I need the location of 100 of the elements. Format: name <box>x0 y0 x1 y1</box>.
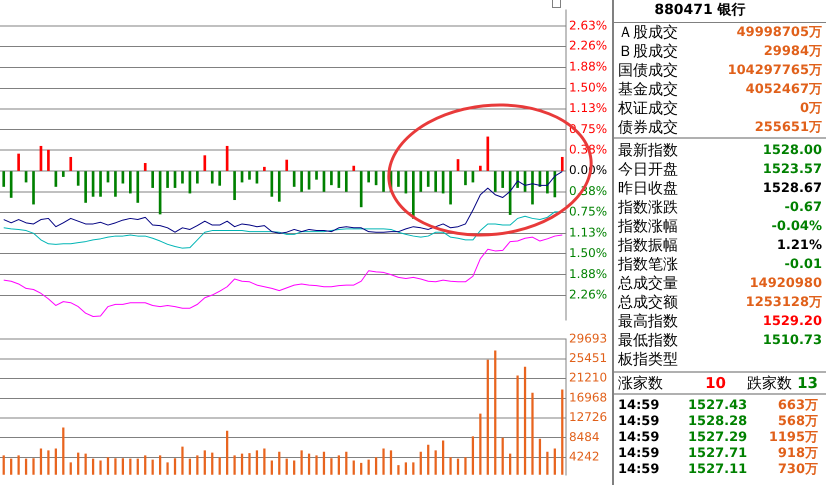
bar <box>24 171 28 182</box>
bar <box>374 171 378 186</box>
bar <box>426 171 430 187</box>
bar <box>449 171 452 204</box>
category-label: 债券成交 <box>618 118 678 137</box>
category-label: 总成交量 <box>618 274 678 293</box>
y-tick-label: 2.26% <box>569 38 608 53</box>
text: 跌家数 <box>746 373 792 393</box>
text: 29984万 <box>764 44 822 59</box>
bar <box>256 171 258 184</box>
bar <box>188 171 192 194</box>
bar <box>40 146 42 171</box>
bar <box>92 171 94 197</box>
text: 1523.57 <box>762 162 822 177</box>
text: 1527.71 <box>688 446 748 462</box>
bar <box>508 171 512 215</box>
text: 730万 <box>776 462 818 478</box>
y-tick-label: 2.26% <box>569 288 608 302</box>
bar <box>472 171 474 182</box>
text: 14:59 <box>618 446 660 462</box>
bar <box>69 156 72 171</box>
y-tick-label: 1.13% <box>569 225 608 240</box>
text: 1.21% <box>776 238 822 253</box>
bar <box>226 146 228 171</box>
y-tick-label: 12726 <box>569 410 608 424</box>
category-label: 国债成交 <box>618 61 678 80</box>
category-label: 指数涨跌 <box>618 198 678 217</box>
text: 14:59 <box>618 462 660 478</box>
category-label: 今日开盘 <box>618 160 678 179</box>
bar <box>233 171 236 200</box>
bar <box>122 171 124 184</box>
bar <box>285 160 288 171</box>
bar <box>166 171 169 188</box>
bar <box>479 166 482 171</box>
bar <box>270 171 274 197</box>
bar <box>352 166 356 171</box>
bar <box>486 136 490 171</box>
y-tick-label: 29693 <box>569 331 608 346</box>
y-tick-label: 25451 <box>569 351 608 366</box>
bar <box>203 155 206 171</box>
bar <box>2 171 6 187</box>
category-label: 最新指数 <box>618 141 678 160</box>
text: 663万 <box>776 398 818 414</box>
bar <box>322 171 326 192</box>
text: 1527.29 <box>688 430 748 446</box>
category-label: 基金成交 <box>618 80 678 99</box>
bar <box>196 171 199 184</box>
bar <box>174 171 176 188</box>
bar <box>136 171 140 203</box>
y-tick-label: 1.13% <box>569 100 608 115</box>
bar <box>263 166 266 171</box>
y-tick-label: 1.50% <box>569 246 608 260</box>
category-label: 最低指数 <box>618 331 678 350</box>
bar <box>62 171 65 177</box>
text: 13 <box>796 373 818 393</box>
bar <box>158 171 162 214</box>
text: 1253128万 <box>746 295 822 310</box>
bar <box>76 171 80 186</box>
text: 1527.11 <box>688 462 748 478</box>
bar <box>47 150 50 171</box>
bar <box>292 171 296 187</box>
bar <box>308 171 310 190</box>
bar <box>330 171 333 186</box>
bar <box>300 171 303 192</box>
bar <box>419 171 422 192</box>
category-label: 指数振幅 <box>618 236 678 255</box>
y-tick-label: 2.63% <box>569 18 608 32</box>
y-tick-label: 0.75% <box>569 204 608 218</box>
bar <box>338 171 340 188</box>
bar <box>278 171 281 202</box>
y-tick-label: 4242 <box>569 450 600 464</box>
bar <box>315 171 318 180</box>
bar <box>10 171 12 198</box>
bar <box>404 171 408 194</box>
category-label: 权证成交 <box>618 99 678 118</box>
bar <box>181 171 184 184</box>
bar <box>464 171 467 186</box>
category-label: 指数涨幅 <box>618 217 678 236</box>
text: -0.04% <box>772 219 822 234</box>
bar <box>501 171 504 188</box>
bar <box>240 171 244 182</box>
text: 49998705万 <box>736 25 822 40</box>
bar <box>456 159 460 171</box>
category-label: 最高指数 <box>618 312 678 331</box>
category-label: 指数笔涨 <box>618 255 678 274</box>
text: 1510.73 <box>762 333 822 348</box>
category-label: Ａ股成交 <box>618 23 678 42</box>
bar <box>560 156 564 171</box>
text: 918万 <box>776 446 818 462</box>
y-tick-label: 8484 <box>569 430 600 444</box>
text: 0万 <box>800 101 822 116</box>
bar <box>442 171 444 194</box>
bar <box>524 171 526 192</box>
bar <box>114 171 117 197</box>
text: 14:59 <box>618 398 660 414</box>
category-label: 总成交额 <box>618 293 678 312</box>
bar <box>367 171 370 182</box>
bar <box>344 171 348 192</box>
category-label: 昨日收盘 <box>618 179 678 198</box>
bar <box>554 171 556 198</box>
